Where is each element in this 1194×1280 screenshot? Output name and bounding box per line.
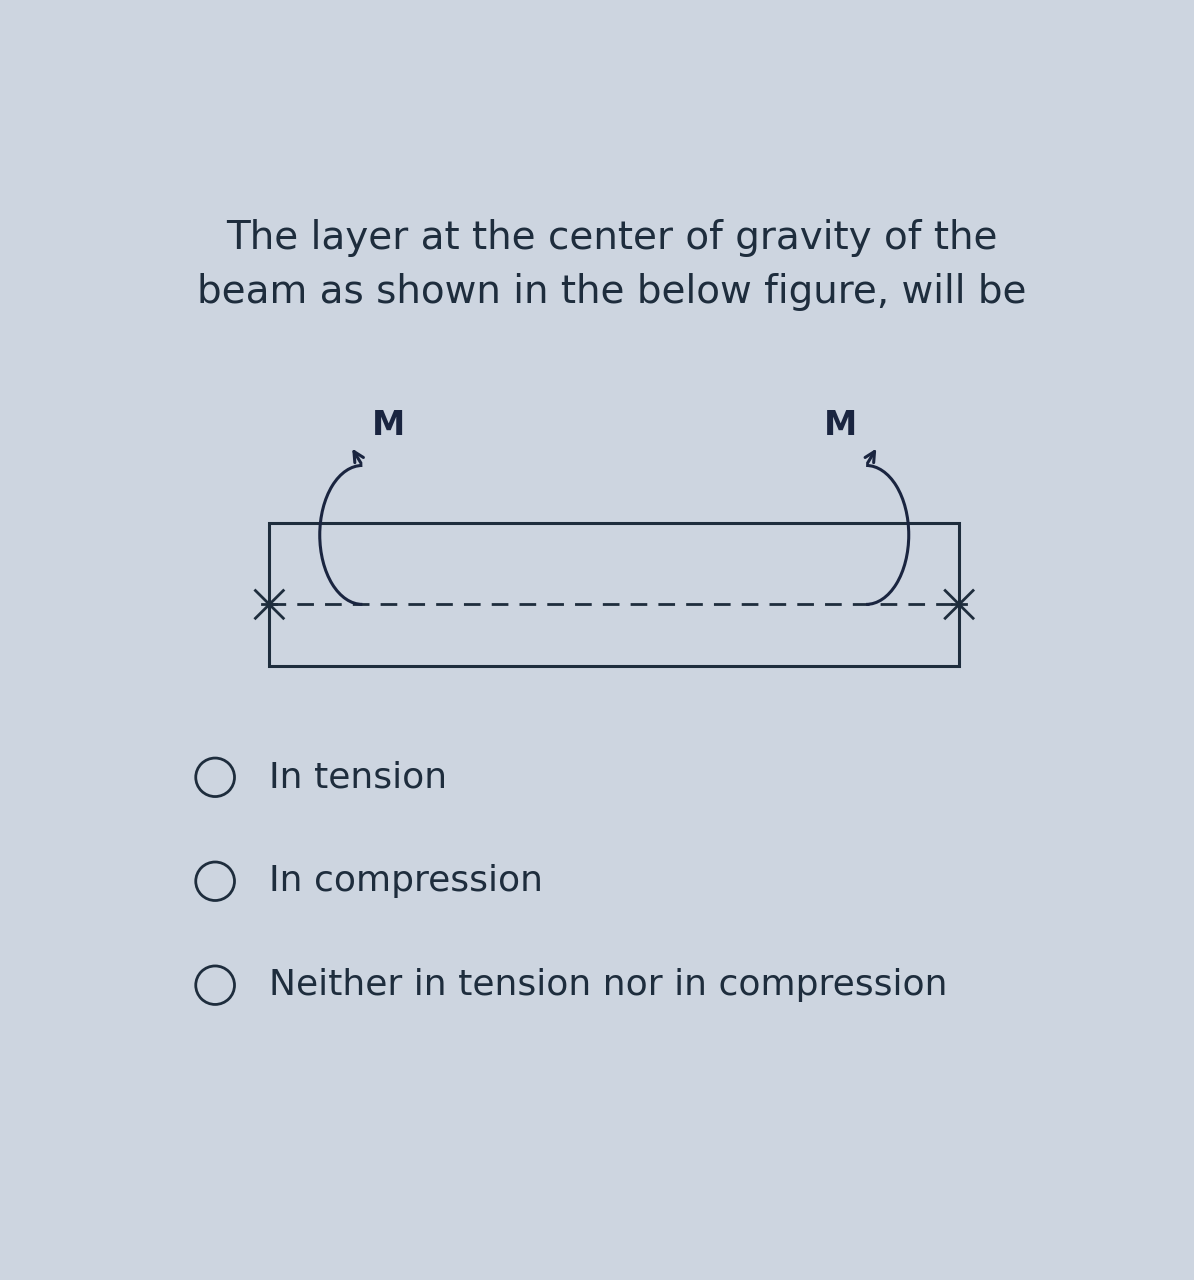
Text: Neither in tension nor in compression: Neither in tension nor in compression bbox=[270, 968, 948, 1002]
Text: M: M bbox=[824, 410, 857, 443]
Text: beam as shown in the below figure, will be: beam as shown in the below figure, will … bbox=[197, 273, 1027, 311]
Bar bbox=[270, 524, 959, 666]
Text: In compression: In compression bbox=[270, 864, 543, 899]
Text: In tension: In tension bbox=[270, 760, 448, 795]
Text: The layer at the center of gravity of the: The layer at the center of gravity of th… bbox=[226, 219, 998, 257]
Text: M: M bbox=[371, 410, 405, 443]
